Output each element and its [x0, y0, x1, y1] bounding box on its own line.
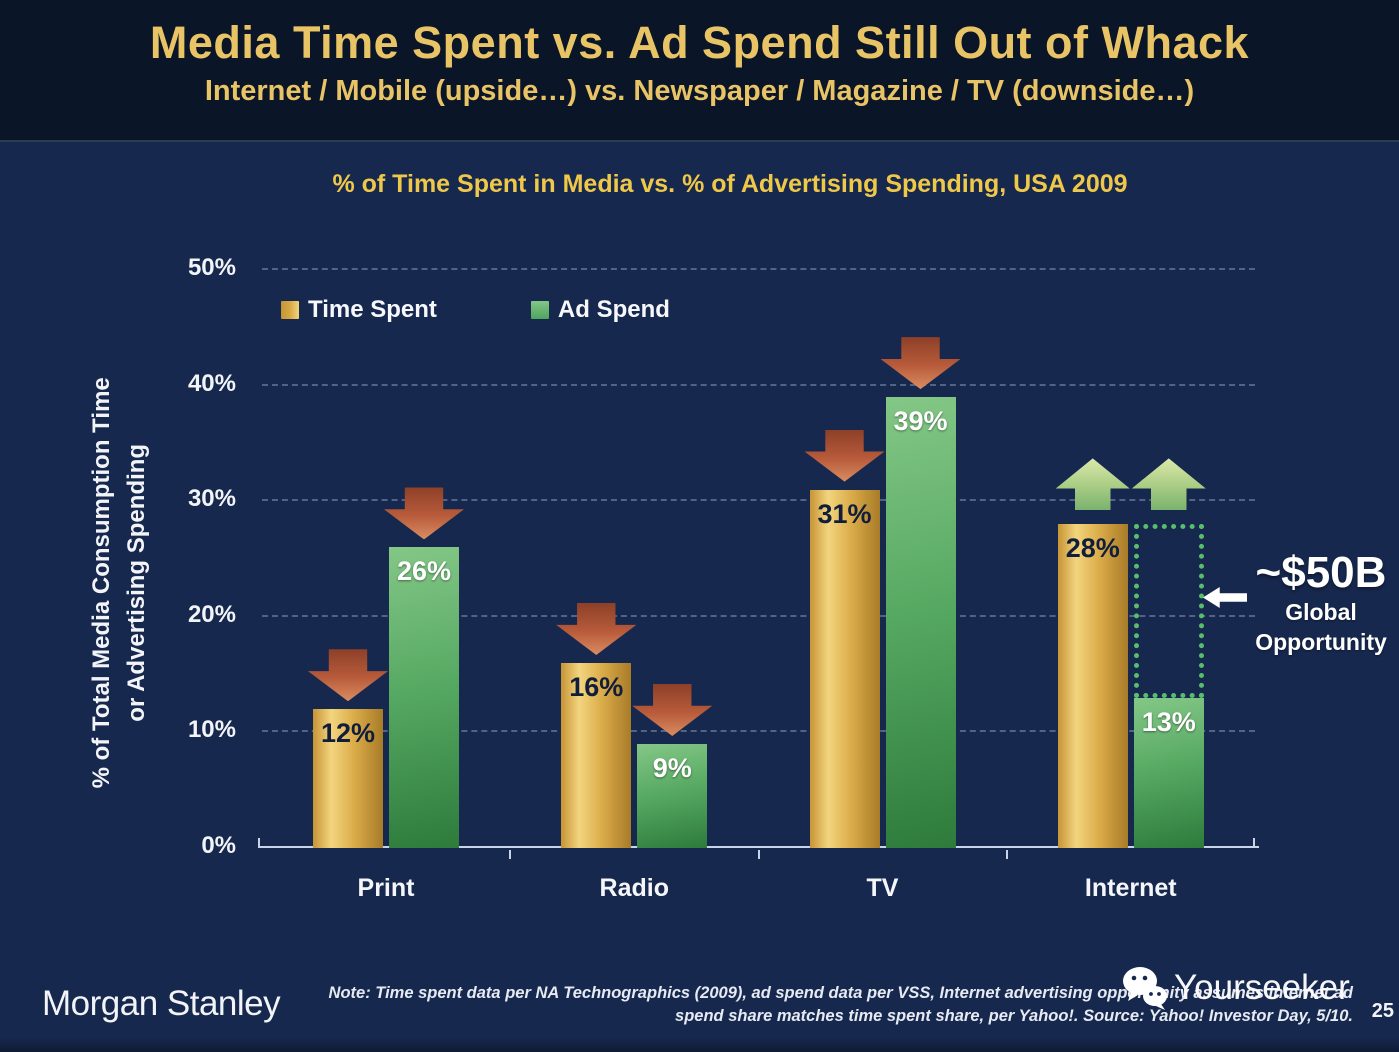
- bar-radio-time-spent: 16%: [561, 663, 632, 848]
- gridline-50: [262, 268, 1255, 270]
- opportunity-label-line1: Global: [1285, 599, 1357, 625]
- axis-nub-right: [1253, 838, 1255, 848]
- opportunity-callout: ~$50B Global Opportunity: [1242, 548, 1399, 658]
- bar-internet-time-spent: 28%: [1057, 524, 1128, 848]
- bar-print-time-spent: 12%: [313, 709, 383, 848]
- bar-tv-ad-spend: 39%: [885, 397, 956, 848]
- watermark-text: Yourseeker: [1174, 968, 1350, 1007]
- opportunity-value: ~$50B: [1255, 548, 1387, 597]
- chart-title: % of Time Spent in Media vs. % of Advert…: [332, 170, 1128, 198]
- y-axis-label-line1: % of Total Media Consumption Time: [88, 377, 116, 789]
- slide-subtitle: Internet / Mobile (upside…) vs. Newspape…: [204, 75, 1195, 107]
- chart-legend: Time Spent Ad Spend: [281, 296, 750, 324]
- bar-value-internet-ad-spend: 13%: [1141, 706, 1196, 737]
- legend-label-time-spent: Time Spent: [308, 296, 437, 323]
- bar-value-radio-ad-spend: 9%: [652, 752, 692, 783]
- x-axis-line: [258, 846, 1259, 848]
- up-arrow-icon-internet-ad-spend: [1131, 458, 1206, 511]
- x-axis-tick: [1005, 850, 1008, 859]
- category-label-radio: Radio: [599, 874, 669, 902]
- bar-tv-time-spent: 31%: [809, 489, 880, 848]
- bar-print-ad-spend: 26%: [389, 547, 459, 848]
- ad-spend-swatch-icon: [530, 301, 549, 319]
- footer-note-line1: Note: Time spent data per NA Technograph…: [328, 984, 1353, 1002]
- category-label-internet: Internet: [1084, 874, 1177, 902]
- bar-radio-ad-spend: 9%: [637, 743, 708, 848]
- y-tick-20: 20%: [187, 600, 236, 628]
- gridline-20: [262, 614, 1255, 617]
- up-arrow-icon-internet-time-spent: [1055, 458, 1130, 511]
- down-arrow-icon-radio-ad-spend: [632, 683, 713, 736]
- time-spent-swatch-icon: [281, 301, 299, 319]
- bar-value-tv-time-spent: 31%: [817, 498, 872, 529]
- plot-area: Time Spent Ad Spend 12% 26% Print 16% 9% Radi…: [258, 260, 1259, 902]
- bar-value-internet-time-spent: 28%: [1065, 533, 1120, 564]
- opportunity-dotted-box: [1133, 524, 1204, 698]
- down-arrow-icon-radio-time-spent: [556, 603, 637, 656]
- down-arrow-icon-print-time-spent: [308, 649, 388, 702]
- watermark: Yourseeker: [1118, 964, 1350, 1012]
- down-arrow-icon-print-ad-spend: [384, 487, 464, 540]
- bar-value-print-time-spent: 12%: [320, 718, 376, 749]
- x-axis-tick: [509, 850, 512, 859]
- axis-nub-left: [258, 838, 260, 848]
- morgan-stanley-logo: Morgan Stanley: [42, 984, 281, 1023]
- slide-header: Media Time Spent vs. Ad Spend Still Out …: [0, 0, 1399, 142]
- footer-note: Note: Time spent data per NA Technograph…: [313, 982, 1353, 1029]
- category-label-print: Print: [357, 874, 415, 902]
- bar-internet-ad-spend: 13%: [1133, 697, 1204, 848]
- y-tick-50: 50%: [187, 254, 236, 281]
- category-label-tv: TV: [866, 874, 899, 902]
- bar-value-print-ad-spend: 26%: [396, 556, 452, 587]
- down-arrow-icon-tv-ad-spend: [880, 337, 961, 390]
- wechat-icon: [1123, 967, 1167, 1010]
- footer-note-line2: spend share matches time spent share, pe…: [675, 1007, 1353, 1026]
- bar-value-radio-time-spent: 16%: [569, 672, 624, 703]
- y-tick-30: 30%: [187, 485, 236, 513]
- page-number: 25: [1371, 1000, 1394, 1022]
- x-axis-tick: [757, 850, 760, 859]
- y-tick-10: 10%: [187, 716, 236, 744]
- opportunity-label-line2: Opportunity: [1255, 628, 1387, 655]
- y-tick-40: 40%: [187, 369, 236, 397]
- bottom-fade: [0, 1038, 1399, 1052]
- gridline-10: [262, 730, 1255, 733]
- gridline-40: [262, 383, 1255, 386]
- down-arrow-icon-tv-time-spent: [804, 429, 885, 482]
- bar-value-tv-ad-spend: 39%: [893, 406, 948, 437]
- legend-label-ad-spend: Ad Spend: [557, 296, 670, 323]
- legend-item-ad-spend: Ad Spend: [530, 296, 670, 324]
- y-tick-0: 0%: [201, 832, 236, 859]
- gridline-30: [262, 499, 1255, 502]
- legend-item-time-spent: Time Spent: [281, 296, 437, 324]
- slide-title: Media Time Spent vs. Ad Spend Still Out …: [149, 17, 1250, 68]
